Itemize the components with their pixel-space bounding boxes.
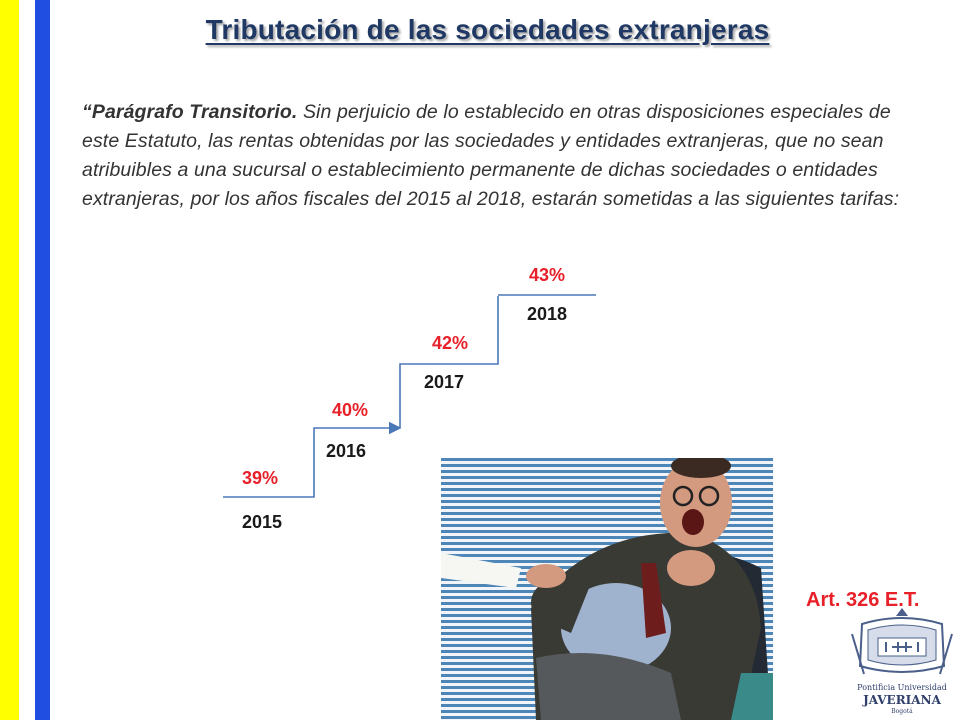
paragraph-lead: “Parágrafo Transitorio. [82,101,298,123]
logo-line1: Pontificia Universidad [857,683,947,692]
article-reference: Art. 326 E.T. [806,589,920,611]
rate-label-2016: 40% [332,400,369,420]
shocked-man-photo [441,458,773,720]
university-logo: Pontificia Universidad JAVERIANA Bogotá [848,604,956,716]
logo-line3: Bogotá [891,708,913,715]
stair-step-2016 [399,296,499,428]
paragraph: “Parágrafo Transitorio. Sin perjuicio de… [82,98,922,214]
left-yellow-stripe [0,0,19,720]
year-label-2018: 2018 [527,304,568,324]
left-blue-stripe [35,0,50,720]
logo-line2: JAVERIANA [862,693,941,707]
paragraph-text: Sin perjuicio de lo establecido en otras… [82,101,900,210]
slide-title: Tributación de las sociedades extranjera… [205,14,770,45]
rate-label-2018: 43% [529,265,566,285]
year-label-2015: 2015 [242,512,283,532]
rate-label-2017: 42% [432,333,469,353]
year-label-2017: 2017 [424,372,465,392]
year-label-2016: 2016 [326,441,367,461]
rate-label-2015: 39% [242,468,279,488]
